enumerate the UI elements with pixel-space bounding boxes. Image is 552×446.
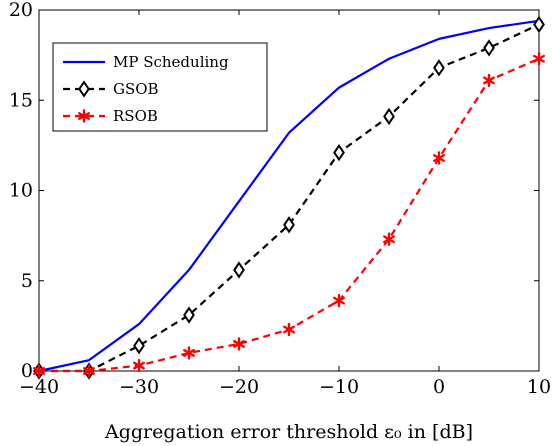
data-point-asterisk — [83, 364, 95, 378]
y-tick-label: 20 — [9, 0, 33, 21]
data-point-asterisk — [183, 346, 195, 360]
series-line — [38, 19, 540, 373]
legend-item: RSOB — [63, 107, 158, 125]
x-tick-label: 10 — [527, 376, 551, 398]
data-point-diamond — [433, 59, 445, 77]
legend: MP Scheduling GSOB RSOB — [52, 42, 268, 132]
data-point-diamond — [233, 261, 245, 279]
legend-label: RSOB — [113, 107, 158, 125]
x-axis-title: Aggregation error threshold ε₀ in [dB] — [104, 421, 473, 443]
legend-item: MP Scheduling — [63, 53, 229, 71]
x-tick-label: −40 — [19, 376, 59, 398]
y-tick-label: 10 — [9, 180, 33, 202]
data-point-asterisk — [233, 337, 245, 351]
data-point-asterisk — [483, 73, 495, 88]
series-layer — [33, 15, 545, 380]
legend-item: GSOB — [63, 80, 159, 98]
data-point-diamond — [183, 306, 195, 324]
data-point-diamond — [78, 80, 90, 98]
data-point-asterisk — [383, 232, 395, 246]
data-point-diamond — [533, 15, 545, 34]
data-point-asterisk — [283, 322, 295, 337]
data-point-asterisk — [333, 293, 345, 308]
data-point-asterisk — [78, 109, 90, 123]
y-tick-label: 5 — [21, 270, 33, 292]
legend-label: MP Scheduling — [113, 53, 229, 71]
series-0 — [38, 19, 540, 373]
data-point-diamond — [133, 337, 145, 355]
x-tick-label: −10 — [319, 376, 359, 398]
axis-ticks: −40 −30 −20 −10 0 10 0 5 10 15 20 — [9, 0, 551, 398]
y-tick-label: 15 — [9, 89, 33, 111]
x-tick-label: 0 — [433, 376, 445, 398]
data-point-asterisk — [533, 52, 545, 66]
x-tick-label: −30 — [119, 376, 159, 398]
data-point-diamond — [283, 216, 295, 234]
data-point-diamond — [483, 39, 495, 57]
x-tick-label: −20 — [219, 376, 259, 398]
y-tick-label: 0 — [21, 360, 33, 382]
legend-label: GSOB — [113, 80, 159, 98]
data-point-diamond — [383, 107, 395, 126]
data-point-diamond — [333, 143, 345, 162]
data-point-asterisk — [133, 358, 145, 373]
series-line — [39, 23, 540, 373]
series-2 — [33, 52, 545, 378]
data-point-asterisk — [33, 364, 45, 378]
data-point-asterisk — [433, 151, 445, 165]
